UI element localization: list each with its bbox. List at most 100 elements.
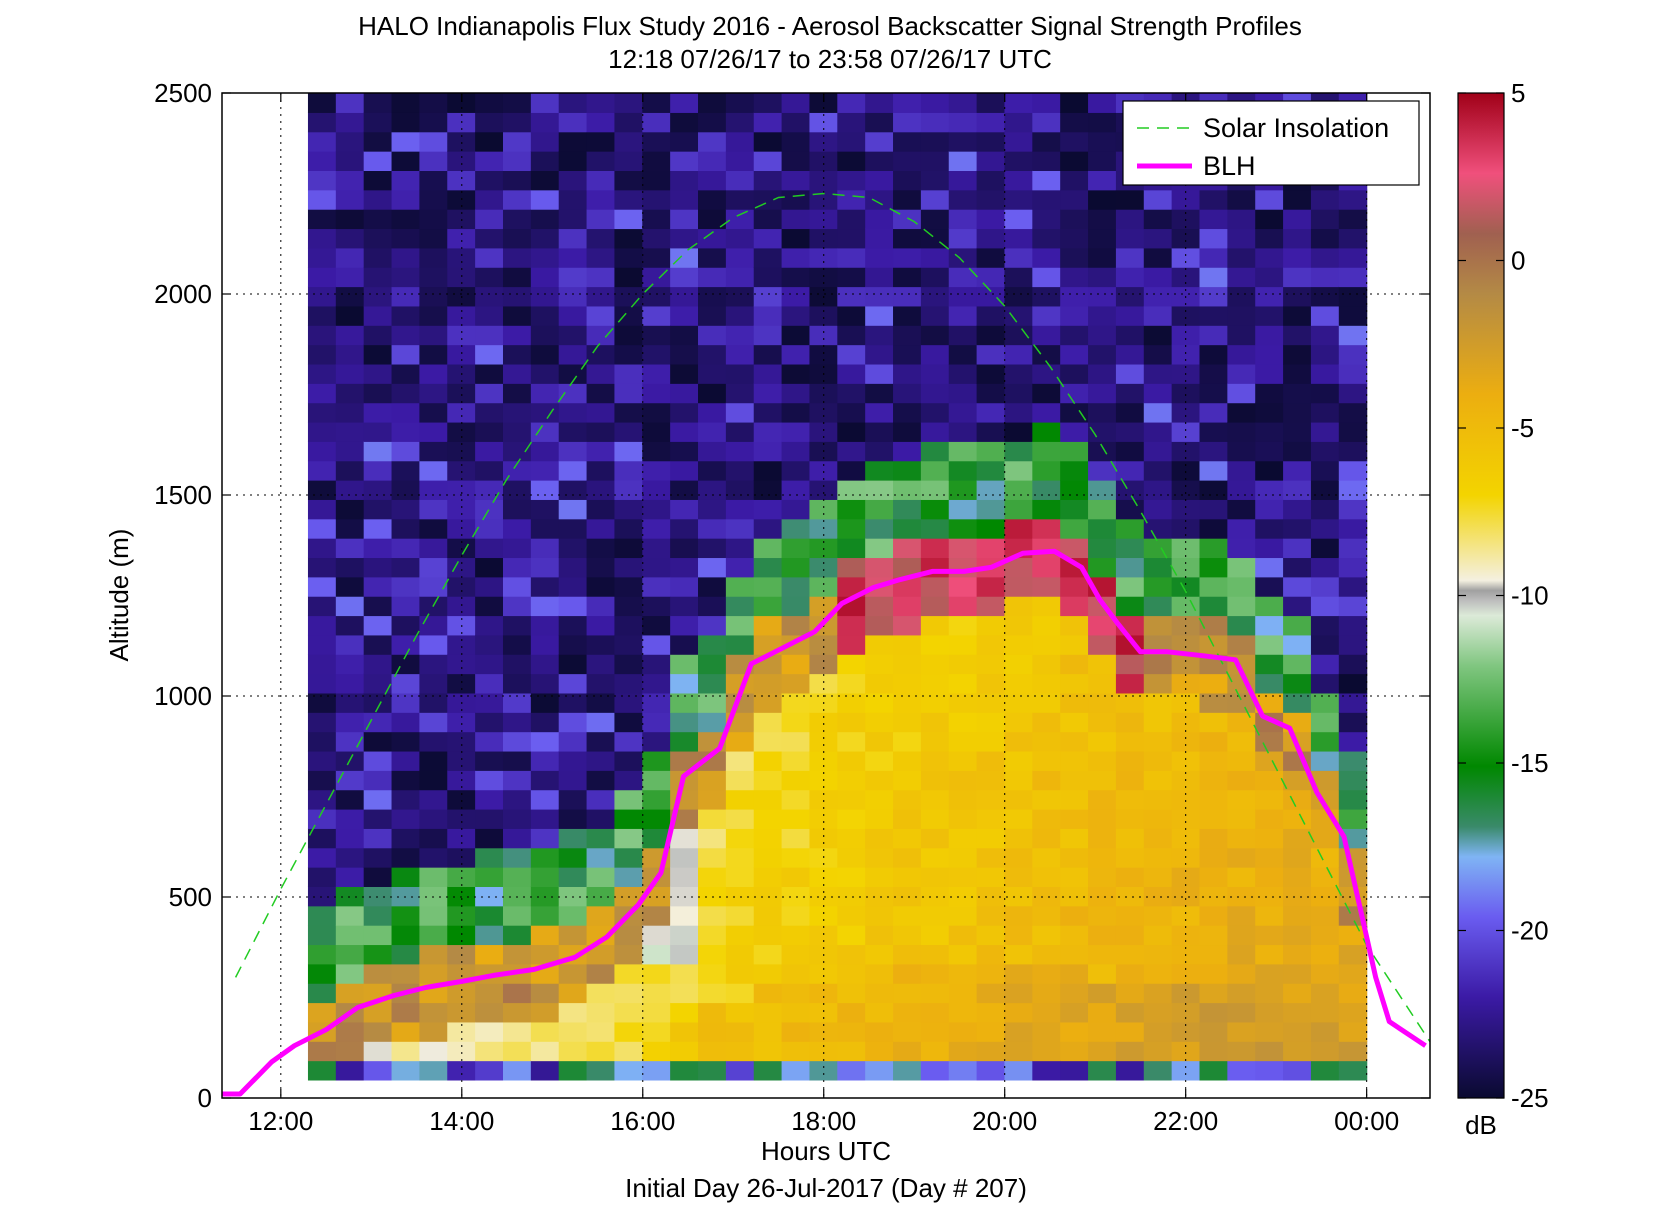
heatmap-cell [698, 383, 727, 404]
heatmap-cell [893, 305, 922, 326]
heatmap-cell [725, 499, 755, 520]
heatmap-cell [642, 383, 671, 404]
heatmap-cell [419, 789, 448, 810]
heatmap-cell [865, 867, 894, 887]
heatmap-cell [1255, 1021, 1284, 1042]
heatmap-cell [363, 576, 393, 597]
heatmap-cell [447, 983, 476, 1004]
heatmap-cell [447, 886, 476, 907]
heatmap-cell [475, 731, 504, 752]
heatmap-cell [753, 518, 783, 539]
heatmap-cell [1115, 1041, 1145, 1062]
heatmap-cell [976, 305, 1006, 326]
heatmap-cell [307, 944, 337, 965]
heatmap-cell [1310, 480, 1340, 500]
heatmap-cell [781, 731, 811, 752]
heatmap-cell [1088, 383, 1117, 404]
heatmap-cell [419, 576, 448, 597]
heatmap-cell [586, 441, 616, 462]
heatmap-cell [335, 93, 365, 113]
heatmap-cell [1255, 402, 1284, 423]
heatmap-cell [1255, 325, 1284, 346]
heatmap-cell [948, 963, 978, 984]
heatmap-cell [948, 499, 978, 520]
heatmap-cell [670, 905, 699, 926]
heatmap-cell [865, 151, 894, 171]
heatmap-cell [1199, 1002, 1228, 1023]
heatmap-cell [1032, 460, 1061, 481]
heatmap-cell [642, 499, 671, 520]
heatmap-cell [558, 131, 588, 152]
heatmap-cell [698, 673, 727, 694]
heatmap-cell [893, 344, 922, 365]
heatmap-cell [920, 189, 950, 210]
heatmap-cell [447, 247, 476, 268]
heatmap-cell [976, 654, 1006, 675]
heatmap-cell [475, 654, 504, 675]
heatmap-cell [670, 944, 699, 965]
heatmap-cell [753, 441, 783, 462]
heatmap-cell [1143, 247, 1173, 268]
heatmap-cell [1088, 441, 1117, 462]
heatmap-cell [586, 847, 616, 868]
heatmap-cell [670, 112, 699, 133]
heatmap-cell [1227, 944, 1256, 965]
heatmap-cell [1171, 731, 1201, 752]
heatmap-cell [781, 925, 811, 946]
heatmap-cell [753, 557, 783, 578]
blh-line [222, 548, 1427, 1097]
heatmap-cell [307, 480, 337, 500]
heatmap-cell [1199, 267, 1228, 288]
heatmap-cell [1143, 325, 1173, 346]
y-tick-label: 2500 [154, 78, 212, 108]
heatmap-cell [1199, 886, 1228, 907]
heatmap-cell [391, 344, 420, 365]
heatmap-cell [1004, 1060, 1033, 1081]
heatmap-cell [1088, 886, 1117, 907]
heatmap-cell [502, 886, 532, 907]
heatmap-cell [1060, 383, 1089, 404]
heatmap-cell [725, 538, 755, 559]
heatmap-cell [698, 480, 727, 500]
heatmap-cell [725, 228, 755, 249]
heatmap-cell [1199, 731, 1228, 752]
heatmap-cell [475, 712, 504, 733]
heatmap-cell [1199, 867, 1228, 887]
heatmap-cell [1115, 499, 1145, 520]
heatmap-cell [586, 557, 616, 578]
heatmap-cell [558, 615, 588, 636]
heatmap-cell [558, 770, 588, 791]
heatmap-cell [335, 634, 365, 655]
heatmap-cell [1310, 731, 1340, 752]
heatmap-cell [1115, 460, 1145, 481]
heatmap-cell [530, 731, 560, 752]
heatmap-cell [698, 441, 727, 462]
heatmap-cell [307, 731, 337, 752]
heatmap-cell [1171, 402, 1201, 423]
heatmap-cell [1004, 305, 1033, 326]
heatmap-cell [893, 750, 922, 771]
heatmap-cell [1143, 363, 1173, 384]
heatmap-cell [1338, 189, 1368, 210]
heatmap-cell [391, 131, 420, 152]
heatmap-cell [335, 596, 365, 617]
heatmap-cell [1310, 1002, 1340, 1023]
heatmap-cell [558, 673, 588, 694]
heatmap-cell [1171, 344, 1201, 365]
heatmap-cell [1032, 750, 1061, 771]
heatmap-cell [558, 228, 588, 249]
heatmap-cell [1283, 402, 1312, 423]
heatmap-cell [1115, 789, 1145, 810]
heatmap-cell [976, 518, 1006, 539]
heatmap-cell [475, 925, 504, 946]
heatmap-cell [1143, 1060, 1173, 1081]
heatmap-cell [781, 170, 811, 191]
heatmap-cell [447, 808, 476, 829]
heatmap-cell [865, 731, 894, 752]
heatmap-cell [948, 673, 978, 694]
heatmap-cell [447, 1060, 476, 1081]
plot-area: 12:00 14:00 16:00 18:00 20:00 22:00 00:00 0500… [154, 78, 1431, 1136]
heatmap-cell [447, 383, 476, 404]
heatmap-cell [837, 692, 866, 713]
heatmap-cell [1255, 770, 1284, 791]
